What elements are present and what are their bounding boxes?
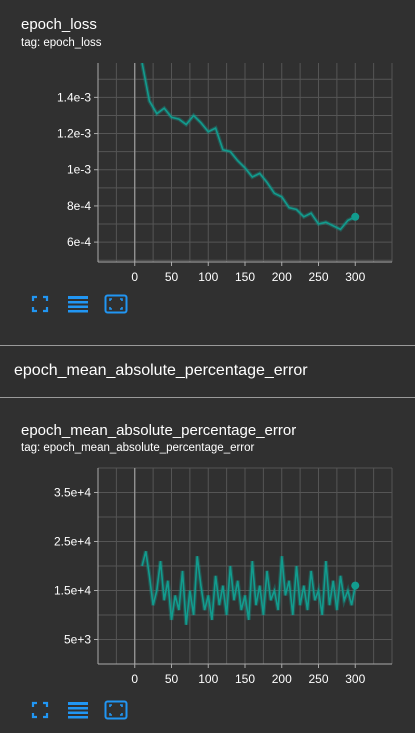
y-tick-label: 1e-3 [67, 163, 91, 177]
x-tick-label: 50 [165, 270, 179, 284]
series-line [141, 551, 357, 625]
y-tick-label: 1.4e-3 [57, 90, 91, 104]
chart-tag: tag: epoch_loss [21, 37, 102, 49]
y-tick-label: 8e-4 [67, 199, 91, 213]
list-icon[interactable] [66, 292, 90, 316]
divider [0, 397, 415, 398]
mape-chart[interactable]: 5e+3 1.5e+4 2.5e+4 3.5e+4 0 50 100 150 200 250 300 [0, 460, 415, 700]
fullscreen-icon[interactable] [28, 698, 52, 722]
fullscreen-icon[interactable] [28, 292, 52, 316]
x-tick-label: 0 [131, 270, 138, 284]
chart-title: epoch_mean_absolute_percentage_error [21, 422, 297, 439]
section-title: epoch_mean_absolute_percentage_error [14, 362, 308, 379]
chart-title: epoch_loss [21, 16, 97, 33]
x-tick-label: 150 [235, 270, 255, 284]
divider [0, 345, 415, 346]
chart-card-epoch-loss: epoch_loss tag: epoch_loss 6e-4 8e-4 1e-3 1… [0, 0, 415, 345]
x-tick-label: 250 [308, 270, 328, 284]
chart-card-mape: epoch_mean_absolute_percentage_error tag… [0, 398, 415, 733]
chart-tag: tag: epoch_mean_absolute_percentage_erro… [21, 442, 255, 454]
x-tick-label: 0 [131, 672, 138, 686]
list-icon[interactable] [66, 698, 90, 722]
y-tick-label: 5e+3 [64, 633, 91, 647]
x-tick-label: 300 [345, 672, 365, 686]
series-line [141, 63, 356, 231]
series-shadow [140, 63, 357, 232]
chart-toolbar [28, 292, 128, 316]
x-tick-label: 300 [345, 270, 365, 284]
loss-chart[interactable]: 6e-4 8e-4 1e-3 1.2e-3 1.4e-3 0 50 100 150 200 250 3… [0, 55, 415, 345]
x-tick-label: 100 [198, 270, 218, 284]
y-tick-label: 6e-4 [67, 235, 91, 249]
x-tick-label: 150 [235, 672, 255, 686]
series-end-point [351, 581, 360, 590]
x-tick-label: 250 [308, 672, 328, 686]
x-tick-label: 200 [272, 270, 292, 284]
y-tick-label: 1.2e-3 [57, 127, 91, 141]
y-tick-label: 3.5e+4 [54, 486, 91, 500]
x-tick-label: 50 [165, 672, 179, 686]
x-tick-label: 100 [198, 672, 218, 686]
x-tick-label: 200 [272, 672, 292, 686]
series-end-point [351, 212, 360, 221]
y-tick-label: 2.5e+4 [54, 535, 91, 549]
fit-domain-icon[interactable] [104, 292, 128, 316]
chart-toolbar [28, 698, 128, 722]
y-tick-label: 1.5e+4 [54, 584, 91, 598]
fit-domain-icon[interactable] [104, 698, 128, 722]
